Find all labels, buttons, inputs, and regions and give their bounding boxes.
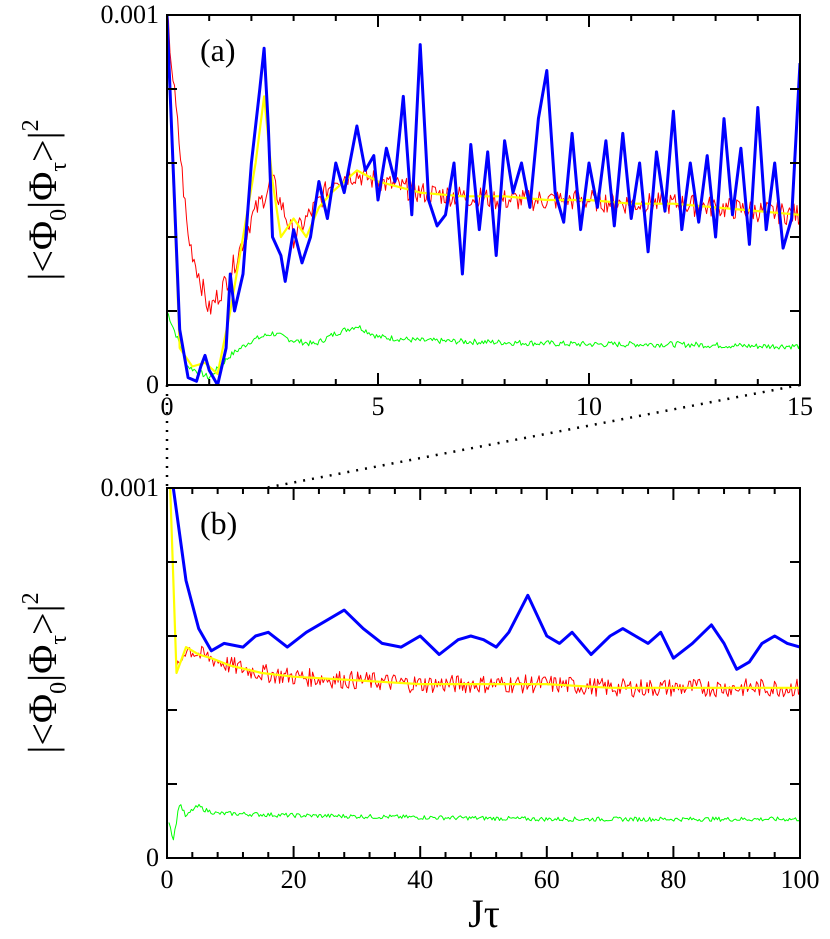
x-tick-label: 80 — [660, 865, 686, 894]
y-tick-label: 0.001 — [101, 0, 160, 29]
x-tick-label: 5 — [372, 392, 385, 421]
plot-frame-a — [166, 14, 801, 386]
series-line-yellow-b — [169, 488, 800, 689]
y-axis-title-b: |<Φ0|Φτ>|2 — [18, 592, 72, 753]
svg-text:|<Φ0|Φτ>|2: |<Φ0|Φτ>|2 — [18, 119, 72, 280]
x-tick-label: 0 — [161, 392, 174, 421]
panel-b: 0 20 40 60 80 100 0 0.001 (b) — [101, 473, 820, 894]
plot-area-a — [167, 15, 800, 385]
y-tick-label: 0.001 — [101, 473, 160, 502]
x-axis-title: Jτ — [468, 891, 500, 936]
x-tick-label: 20 — [281, 865, 307, 894]
x-tick-label: 100 — [781, 865, 820, 894]
series-line-red-b — [169, 489, 800, 698]
x-tick-label: 40 — [407, 865, 433, 894]
plot-frame-b — [166, 487, 801, 859]
y-tick-label: 0 — [146, 370, 159, 399]
panel-label-a: (a) — [200, 32, 236, 68]
panel-a: 0 5 10 15 0 0.001 (a) — [101, 0, 814, 421]
series-line-yellow-a — [167, 15, 800, 375]
zoom-guide-right — [264, 383, 801, 490]
panel-label-b: (b) — [200, 505, 237, 541]
series-line-blue-a — [167, 15, 800, 385]
y-axis-title-a: |<Φ0|Φτ>|2 — [18, 119, 72, 280]
plot-area-b — [168, 488, 800, 841]
x-tick-label: 15 — [787, 392, 813, 421]
y-tick-label: 0 — [146, 843, 159, 872]
svg-text:|<Φ0|Φτ>|2: |<Φ0|Φτ>|2 — [18, 592, 72, 753]
series-line-green-b — [168, 803, 800, 841]
x-tick-label: 60 — [534, 865, 560, 894]
x-tick-label: 0 — [161, 865, 174, 894]
x-tick-label: 10 — [576, 392, 602, 421]
series-line-green-a — [167, 310, 800, 380]
series-line-blue-b — [171, 488, 800, 671]
